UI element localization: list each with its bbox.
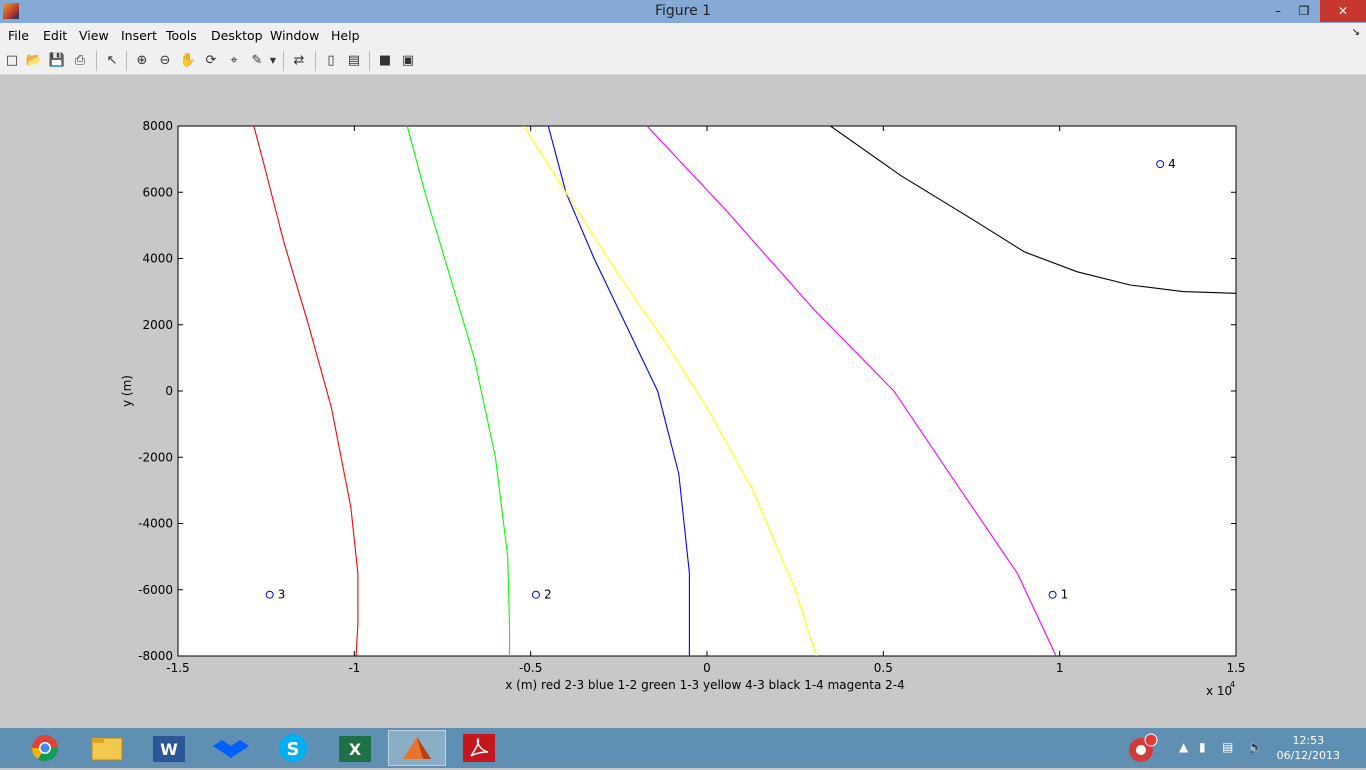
y-tick-label: 0 — [165, 384, 173, 398]
tray-app-task[interactable] — [1114, 730, 1172, 766]
clock-date: 06/12/2013 — [1276, 749, 1340, 762]
toolbar-separator — [283, 51, 284, 71]
station-marker-3 — [265, 590, 274, 599]
show-hidden-icons-icon[interactable]: ▲ — [1179, 740, 1189, 754]
dropbox-task[interactable] — [202, 730, 260, 766]
file-explorer-task[interactable] — [78, 730, 136, 766]
dock-arrow-icon[interactable]: ↘ — [1351, 27, 1360, 38]
svg-text:W: W — [160, 740, 178, 759]
pan-icon[interactable]: ✋ — [179, 53, 197, 68]
print-icon[interactable]: ⎙ — [74, 53, 86, 68]
x-tick-label: 0 — [703, 661, 711, 675]
x-tick-label: -1 — [348, 661, 360, 675]
minimize-button[interactable]: – — [1275, 4, 1281, 18]
toolbar: □ 📂 💾 ⎙ ↖ ⊕ ⊖ ✋ ⟳ ⌖ ✎ ▼ ⇄ ▯ ▤ ■ ▣ — [0, 47, 1366, 75]
menu-view[interactable]: View — [79, 28, 109, 43]
matlab-task[interactable] — [388, 730, 446, 766]
x-tick-label: 1 — [1056, 661, 1064, 675]
volume-icon[interactable]: 🔈 — [1248, 740, 1263, 754]
station-label-2: 2 — [544, 588, 552, 602]
svg-text:S: S — [287, 739, 300, 760]
y-tick-label: 8000 — [142, 119, 173, 133]
acrobat-task[interactable] — [450, 730, 508, 766]
axes-box[interactable] — [177, 125, 1237, 657]
title-bar: Figure 1 – ❐ ✕ — [0, 0, 1366, 23]
figure-canvas: -1.5 -1 -0.5 0 0.5 1 1.5 -8000 -6000 -4000 -2000 0 2… — [0, 76, 1366, 728]
series-line-magenta — [646, 125, 1057, 657]
zoom-in-icon[interactable]: ⊕ — [136, 53, 148, 68]
matlab-icon — [3, 3, 19, 19]
x-tick-label: 1.5 — [1226, 661, 1245, 675]
toolbar-separator — [96, 51, 97, 71]
menu-bar: File Edit View Insert Tools Desktop Wind… — [0, 23, 1366, 47]
brush-dropdown-icon[interactable]: ▼ — [269, 56, 277, 65]
word-task[interactable]: W — [140, 730, 198, 766]
menu-insert[interactable]: Insert — [121, 28, 157, 43]
plot-svg: -1.5 -1 -0.5 0 0.5 1 1.5 -8000 -6000 -4000 -2000 0 2… — [120, 119, 1246, 698]
clock-time: 12:53 — [1292, 734, 1325, 747]
rotate-3d-icon[interactable]: ⟳ — [205, 53, 217, 68]
station-marker-1 — [1048, 590, 1057, 599]
skype-task[interactable]: S — [264, 730, 322, 766]
clock[interactable]: 12:53 06/12/2013 — [1277, 733, 1340, 763]
new-figure-icon[interactable]: □ — [5, 53, 19, 68]
series-line-black — [830, 125, 1237, 294]
x-axis-label: x (m) red 2-3 blue 1-2 green 1-3 yellow … — [505, 678, 904, 692]
y-tick-label: -6000 — [138, 583, 173, 597]
menu-edit[interactable]: Edit — [43, 28, 68, 43]
menu-desktop[interactable]: Desktop — [211, 28, 263, 43]
restore-button[interactable]: ❐ — [1298, 4, 1310, 18]
x-tick-label: 0.5 — [874, 661, 893, 675]
network-icon[interactable]: ▤ — [1222, 740, 1234, 754]
series-line-red — [253, 125, 359, 657]
station-marker-2 — [531, 590, 540, 599]
open-file-icon[interactable]: 📂 — [25, 53, 43, 68]
y-axis-label: y (m) — [120, 375, 134, 407]
chrome-task[interactable] — [16, 730, 74, 766]
close-button[interactable]: ✕ — [1320, 0, 1366, 22]
x-tick-label: -1.5 — [166, 661, 189, 675]
y-tick-label: -4000 — [138, 517, 173, 531]
menu-file[interactable]: File — [8, 28, 29, 43]
link-plot-icon[interactable]: ⇄ — [293, 53, 305, 68]
legend-icon[interactable]: ▤ — [347, 53, 361, 68]
y-tick-label: -2000 — [138, 450, 173, 464]
station-label-1: 1 — [1061, 588, 1069, 602]
x-exponent-power: 4 — [1230, 680, 1235, 689]
x-exponent-label: x 10 — [1206, 684, 1232, 698]
edit-plot-icon[interactable]: ↖ — [106, 53, 118, 68]
hide-plot-tools-icon[interactable]: ■ — [378, 53, 392, 68]
toolbar-separator — [369, 51, 370, 71]
data-cursor-icon[interactable]: ⌖ — [230, 53, 238, 68]
series-line-green — [406, 125, 511, 656]
y-tick-label: -8000 — [138, 649, 173, 663]
zoom-out-icon[interactable]: ⊖ — [159, 53, 171, 68]
station-label-4: 4 — [1168, 157, 1176, 171]
brush-icon[interactable]: ✎ — [251, 53, 263, 68]
save-icon[interactable]: 💾 — [48, 53, 66, 68]
power-icon[interactable]: ▮ — [1199, 740, 1206, 754]
show-plot-tools-icon[interactable]: ▣ — [401, 53, 415, 68]
menu-help[interactable]: Help — [331, 28, 360, 43]
excel-task[interactable]: X — [326, 730, 384, 766]
series-line-blue — [547, 125, 690, 656]
toolbar-separator — [126, 51, 127, 71]
y-tick-label: 4000 — [142, 252, 173, 266]
station-label-3: 3 — [278, 588, 286, 602]
x-tick-label: -0.5 — [519, 661, 542, 675]
station-marker-4 — [1156, 160, 1165, 169]
menu-window[interactable]: Window — [270, 28, 320, 43]
series-line-yellow — [523, 125, 817, 657]
colorbar-icon[interactable]: ▯ — [327, 53, 335, 68]
y-tick-label: 2000 — [142, 318, 173, 332]
window-title: Figure 1 — [654, 3, 712, 19]
menu-tools[interactable]: Tools — [166, 28, 197, 43]
y-tick-label: 6000 — [142, 185, 173, 199]
toolbar-separator — [315, 51, 316, 71]
svg-text:X: X — [349, 740, 362, 759]
taskbar: W S X ▲ ▮ ▤ 🔈 12:53 06/12/2013 — [0, 728, 1366, 768]
